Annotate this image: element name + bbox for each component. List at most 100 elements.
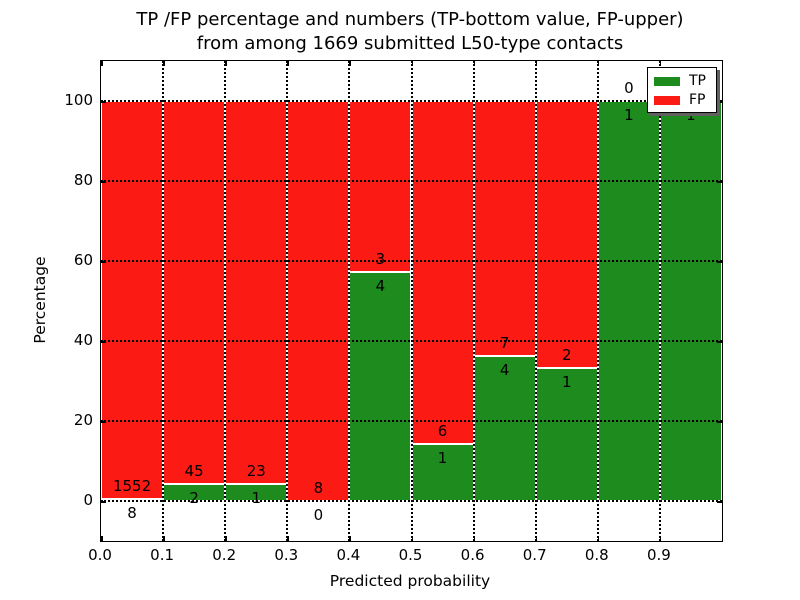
x-tick-mark — [659, 536, 662, 541]
y-tick-mark — [717, 261, 722, 263]
horizontal-gridline — [101, 340, 722, 342]
plot-area: 1552845223180346174210101 TP FP — [100, 60, 723, 542]
vertical-gridline — [472, 61, 475, 541]
x-tick-mark — [597, 61, 600, 66]
x-tick-label: 0.5 — [398, 546, 423, 564]
x-tick-label: 0.9 — [646, 546, 671, 564]
vertical-gridline — [348, 61, 351, 541]
x-tick-mark — [225, 61, 227, 66]
y-tick-label: 20 — [73, 411, 93, 429]
grid-layer — [101, 61, 722, 541]
y-tick-mark — [717, 501, 722, 503]
fp-count-label: 45 — [184, 461, 204, 480]
horizontal-gridline — [101, 260, 722, 262]
y-tick-mark — [101, 421, 106, 423]
vertical-gridline — [286, 61, 289, 541]
tp-count-label: 4 — [499, 360, 510, 379]
chart-title: TP /FP percentage and numbers (TP-bottom… — [60, 8, 760, 56]
tp-count-label: 0 — [313, 506, 324, 524]
y-tick-mark — [717, 101, 722, 103]
vertical-gridline — [224, 61, 227, 541]
fp-bar-segment — [473, 101, 536, 356]
fp-count-label: 6 — [437, 421, 448, 440]
x-tick-mark — [225, 536, 227, 541]
fp-count-label: 7 — [499, 333, 510, 352]
tp-count-label: 1 — [437, 448, 448, 467]
ticks-layer — [101, 61, 722, 541]
horizontal-gridline — [101, 180, 722, 182]
fp-count-label: 0 — [624, 79, 634, 97]
horizontal-gridline — [101, 100, 722, 102]
x-tick-label: 0.6 — [460, 546, 485, 564]
vertical-gridline — [596, 61, 599, 541]
fp-count-label: 1552 — [112, 476, 152, 495]
tp-count-label: 1 — [561, 372, 572, 391]
vertical-gridline — [410, 61, 413, 541]
chart-title-line1: TP /FP percentage and numbers (TP-bottom… — [136, 9, 684, 30]
bar-labels-layer: 1552845223180346174210101 — [101, 61, 722, 541]
x-tick-mark — [349, 61, 351, 66]
x-tick-mark — [349, 536, 351, 541]
y-axis-label: Percentage — [31, 256, 49, 344]
legend-entry-tp: TP — [654, 73, 716, 89]
tp-count-label: 2 — [189, 488, 199, 507]
y-tick-mark — [717, 181, 722, 183]
tp-count-label: 1 — [251, 489, 262, 508]
tp-bar-segment — [535, 367, 598, 501]
fp-bar-segment — [411, 101, 474, 444]
legend: TP FP — [647, 67, 717, 113]
x-tick-mark — [473, 61, 476, 66]
tp-count-label: 4 — [375, 277, 386, 296]
y-tick-label: 40 — [73, 331, 93, 349]
vertical-gridline — [534, 61, 537, 541]
legend-label-fp: FP — [689, 92, 706, 108]
horizontal-gridline — [101, 420, 722, 422]
x-tick-label: 0.4 — [336, 546, 361, 564]
vertical-gridline — [658, 61, 661, 541]
legend-swatch-tp-icon — [654, 76, 680, 86]
legend-label-tp: TP — [689, 73, 706, 89]
x-tick-mark — [287, 61, 289, 66]
x-tick-mark — [597, 536, 600, 541]
y-tick-mark — [101, 181, 106, 183]
y-tick-label: 80 — [73, 171, 93, 189]
y-tick-mark — [101, 341, 106, 343]
x-tick-label: 0.0 — [88, 546, 112, 564]
chart-title-line2: from among 1669 submitted L50-type conta… — [196, 33, 624, 54]
y-tick-mark — [101, 261, 106, 263]
x-tick-mark — [473, 536, 476, 541]
x-tick-label: 0.8 — [584, 546, 609, 564]
vertical-gridline — [162, 61, 165, 541]
y-tick-mark — [717, 421, 722, 423]
x-tick-mark — [163, 536, 165, 541]
tp-count-label: 1 — [624, 106, 634, 124]
y-tick-mark — [101, 501, 106, 503]
legend-swatch-fp-icon — [654, 95, 680, 105]
horizontal-gridline — [101, 500, 722, 502]
y-tick-label: 60 — [73, 251, 93, 269]
x-tick-mark — [287, 536, 289, 541]
x-tick-mark — [101, 61, 103, 66]
x-tick-mark — [659, 61, 662, 66]
y-tick-label: 0 — [83, 491, 93, 509]
legend-entry-fp: FP — [654, 92, 716, 108]
x-tick-mark — [163, 61, 165, 66]
x-tick-label: 0.2 — [212, 546, 237, 564]
x-tick-label: 0.1 — [150, 546, 175, 564]
fp-count-label: 2 — [561, 345, 572, 364]
x-tick-mark — [411, 61, 413, 66]
tp-count-label: 8 — [127, 503, 137, 522]
fp-count-label: 8 — [313, 479, 324, 497]
x-tick-mark — [101, 536, 103, 541]
x-tick-mark — [535, 61, 538, 66]
y-tick-mark — [101, 101, 106, 103]
fp-count-label: 3 — [375, 250, 386, 269]
x-axis-label: Predicted probability — [329, 572, 491, 590]
tp-count-label: 1 — [686, 106, 696, 124]
fp-count-label: 23 — [246, 462, 266, 481]
x-tick-label: 0.3 — [274, 546, 299, 564]
x-tick-mark — [411, 536, 413, 541]
y-tick-mark — [717, 341, 722, 343]
y-tick-label: 100 — [64, 91, 93, 109]
x-tick-mark — [535, 536, 538, 541]
